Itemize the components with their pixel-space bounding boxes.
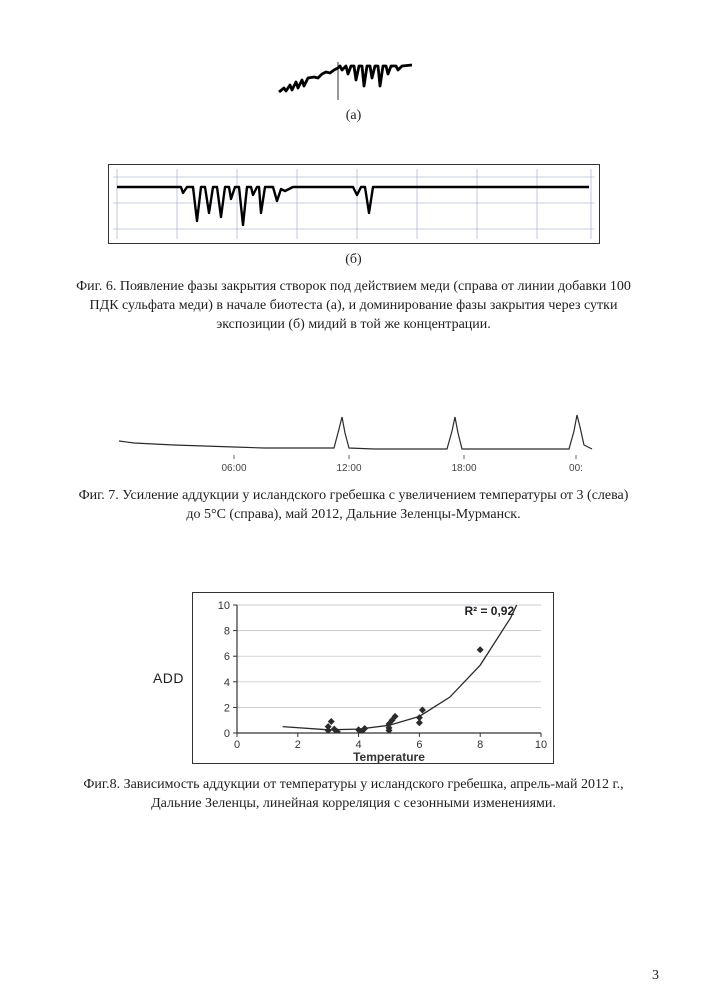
- svg-text:06:00: 06:00: [221, 463, 246, 474]
- svg-text:6: 6: [224, 652, 230, 664]
- fig6-caption: Фиг. 6. Появление фазы закрытия створок …: [48, 278, 659, 335]
- svg-text:8: 8: [224, 626, 230, 638]
- fig6b-trace: [109, 165, 599, 243]
- fig6a: (а): [48, 44, 659, 124]
- fig8-caption: Фиг.8. Зависимость аддукции от температу…: [48, 776, 659, 814]
- svg-text:8: 8: [477, 739, 483, 751]
- svg-text:Temperature: Temperature: [353, 750, 425, 763]
- svg-text:18:00: 18:00: [451, 463, 476, 474]
- fig6a-trace: [274, 44, 434, 104]
- page-number: 3: [652, 968, 659, 984]
- svg-text:2: 2: [224, 703, 230, 715]
- svg-text:0: 0: [224, 728, 230, 740]
- fig6a-sublabel: (а): [346, 108, 362, 124]
- fig8-chart: 02468100246810TemperatureR² = 0,92: [193, 593, 553, 763]
- svg-text:0: 0: [234, 739, 240, 751]
- svg-text:2: 2: [295, 739, 301, 751]
- fig6b: (б): [48, 164, 659, 268]
- svg-text:10: 10: [535, 739, 547, 751]
- fig8: ADD 02468100246810TemperatureR² = 0,92: [48, 592, 659, 764]
- fig7: 06:00 12:00 18:00 00:: [48, 411, 659, 481]
- svg-text:00:: 00:: [569, 463, 583, 474]
- fig7-caption: Фиг. 7. Усиление аддукции у исландского …: [48, 487, 659, 525]
- svg-text:R² = 0,92: R² = 0,92: [464, 605, 514, 619]
- svg-text:10: 10: [218, 600, 230, 612]
- fig6b-sublabel: (б): [345, 252, 361, 268]
- fig8-ylabel: ADD: [153, 670, 184, 686]
- fig7-trace: 06:00 12:00 18:00 00:: [114, 411, 594, 481]
- svg-text:12:00: 12:00: [336, 463, 361, 474]
- svg-text:4: 4: [224, 677, 230, 689]
